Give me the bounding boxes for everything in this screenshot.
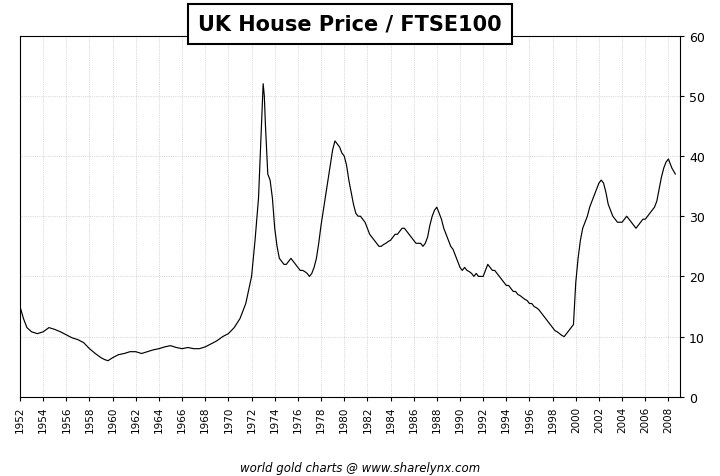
Text: world gold charts @ www.sharelynx.com: world gold charts @ www.sharelynx.com <box>240 461 480 474</box>
Title: UK House Price / FTSE100: UK House Price / FTSE100 <box>198 15 502 35</box>
